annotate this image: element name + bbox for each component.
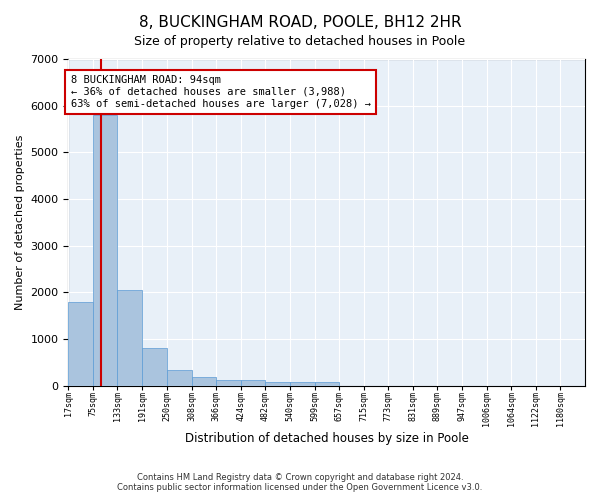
Bar (265, 382, 290, 386)
Bar (314, 382, 339, 386)
X-axis label: Distribution of detached houses by size in Poole: Distribution of detached houses by size … (185, 432, 469, 445)
Y-axis label: Number of detached properties: Number of detached properties (15, 135, 25, 310)
Bar (290, 382, 314, 386)
Text: Size of property relative to detached houses in Poole: Size of property relative to detached ho… (134, 35, 466, 48)
Bar (118, 290, 142, 386)
Bar (241, 380, 265, 386)
Bar (93, 115, 118, 386)
Text: 8 BUCKINGHAM ROAD: 94sqm
← 36% of detached houses are smaller (3,988)
63% of sem: 8 BUCKINGHAM ROAD: 94sqm ← 36% of detach… (71, 76, 371, 108)
Bar (167, 370, 191, 386)
Bar (142, 348, 167, 386)
Bar (191, 377, 216, 386)
Bar (216, 380, 241, 386)
Text: 8, BUCKINGHAM ROAD, POOLE, BH12 2HR: 8, BUCKINGHAM ROAD, POOLE, BH12 2HR (139, 15, 461, 30)
Text: Contains HM Land Registry data © Crown copyright and database right 2024.
Contai: Contains HM Land Registry data © Crown c… (118, 473, 482, 492)
Bar (68, 302, 93, 386)
